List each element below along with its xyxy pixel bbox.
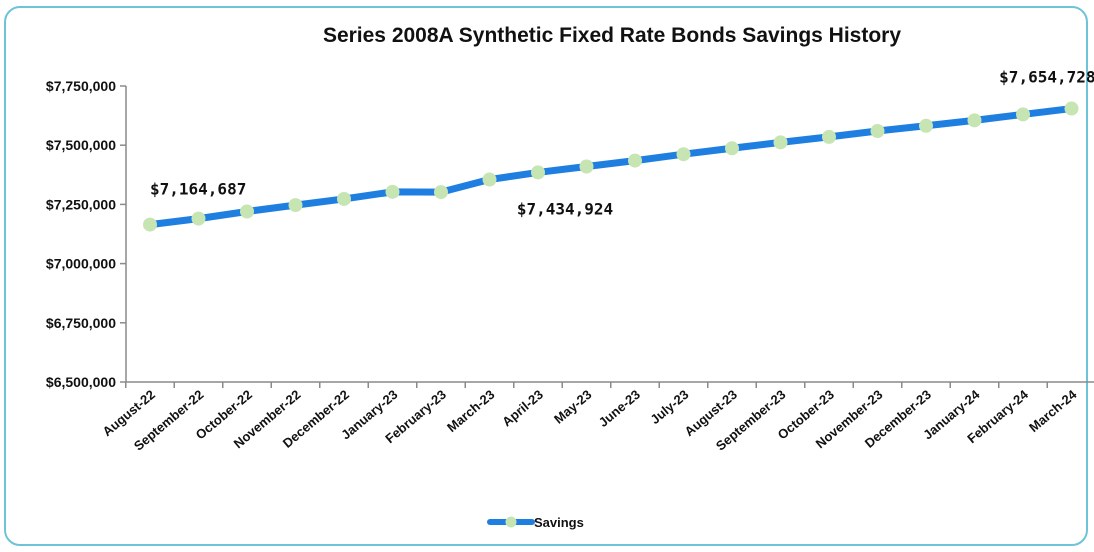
data-point (579, 159, 594, 174)
data-point (676, 147, 691, 162)
data-point (1064, 101, 1079, 116)
data-point (288, 198, 303, 213)
data-point (628, 153, 642, 168)
x-tick-label: March-24 (1026, 386, 1080, 435)
data-point (143, 217, 157, 232)
data-point (967, 113, 982, 128)
y-tick-label: $7,000,000 (46, 256, 116, 272)
data-label: $7,654,728 (999, 68, 1094, 87)
data-point (725, 141, 739, 156)
data-point (191, 211, 206, 226)
y-tick-label: $6,750,000 (46, 315, 116, 331)
data-point (385, 184, 400, 199)
legend: Savings (487, 515, 584, 530)
series-line-savings (146, 105, 1075, 229)
chart-axes: $6,500,000 $6,750,000 $7,000,000 $7,250,000… (46, 78, 1094, 454)
x-tick-label: March-23 (444, 387, 497, 435)
y-tick-label: $6,500,000 (46, 374, 116, 390)
data-label: $7,164,687 (150, 180, 246, 199)
x-tick-label: April-23 (499, 387, 546, 430)
data-point (773, 135, 788, 150)
data-point (434, 185, 448, 200)
x-tick-label: July-23 (647, 387, 691, 427)
data-point (870, 123, 885, 138)
data-labels: $7,164,687 $7,434,924 $7,654,728 (150, 68, 1094, 219)
data-point (240, 204, 254, 219)
data-point (337, 191, 351, 206)
data-point (531, 165, 545, 180)
chart-frame (4, 6, 1088, 546)
data-point (822, 129, 836, 144)
y-tick-label: $7,500,000 (46, 137, 116, 153)
data-point (919, 118, 933, 133)
legend-marker (505, 516, 517, 528)
data-points (143, 101, 1079, 232)
series-line-layer (146, 105, 1075, 229)
x-tick-label: May-23 (551, 387, 594, 427)
legend-label: Savings (534, 515, 584, 530)
data-point (482, 172, 497, 187)
x-tick-label: June-23 (596, 387, 643, 430)
data-point (1016, 107, 1030, 122)
chart-title: Series 2008A Synthetic Fixed Rate Bonds … (323, 24, 901, 47)
data-label: $7,434,924 (517, 200, 613, 219)
y-tick-label: $7,750,000 (46, 78, 116, 94)
y-tick-label: $7,250,000 (46, 196, 116, 212)
